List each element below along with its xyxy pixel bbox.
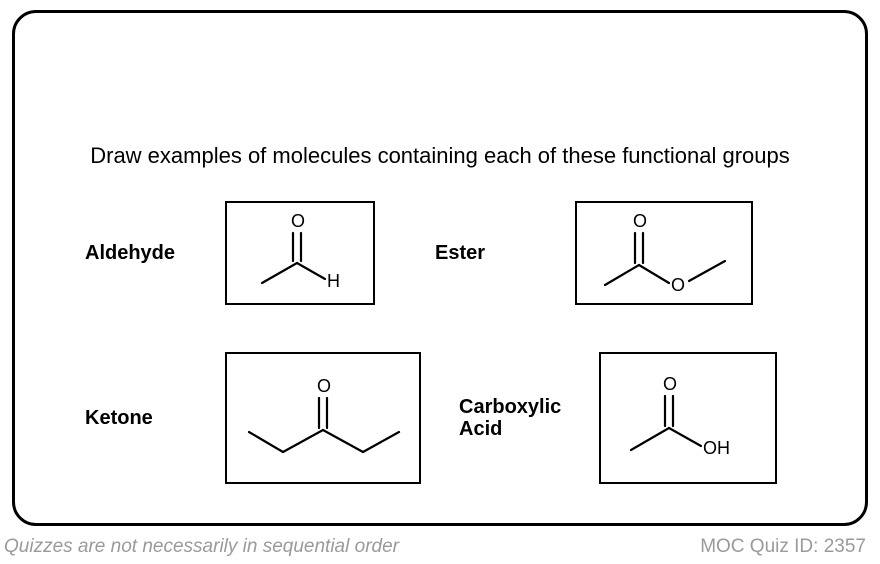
footer-note: Quizzes are not necessarily in sequentia… bbox=[4, 536, 399, 558]
box-ester-wrap: O O bbox=[575, 201, 753, 305]
label-ester: Ester bbox=[435, 242, 575, 265]
label-carboxylic-l2: Acid bbox=[459, 418, 502, 440]
label-aldehyde: Aldehyde bbox=[85, 242, 225, 265]
box-carboxylic: O OH bbox=[599, 352, 777, 484]
label-carboxylic-l1: Carboxylic bbox=[459, 396, 561, 418]
row-1: Aldehyde O H Ester bbox=[85, 198, 815, 308]
box-ketone: O bbox=[225, 352, 421, 484]
atom-O: O bbox=[317, 376, 331, 396]
box-ester: O O bbox=[575, 201, 753, 305]
row-2: Ketone O Carboxylic Acid bbox=[85, 348, 815, 488]
structure-aldehyde: O H bbox=[227, 203, 377, 307]
atom-O-single: O bbox=[671, 275, 685, 295]
atom-O: O bbox=[291, 211, 305, 231]
quiz-prompt: Draw examples of molecules containing ea… bbox=[15, 143, 865, 169]
structure-ester: O O bbox=[577, 203, 755, 307]
atom-O: O bbox=[663, 374, 677, 394]
quiz-card: Draw examples of molecules containing ea… bbox=[12, 10, 868, 526]
label-carboxylic: Carboxylic Acid bbox=[459, 396, 599, 440]
footer-id-value: 2357 bbox=[824, 536, 866, 557]
atom-O-dbl: O bbox=[633, 211, 647, 231]
box-ketone-wrap: O bbox=[225, 352, 421, 484]
atom-OH: OH bbox=[703, 438, 730, 458]
box-aldehyde: O H bbox=[225, 201, 375, 305]
atom-H: H bbox=[327, 271, 340, 291]
structure-carboxylic: O OH bbox=[601, 354, 779, 486]
footer-prefix: MOC Quiz ID: bbox=[700, 536, 824, 557]
footer-quiz-id: MOC Quiz ID: 2357 bbox=[700, 536, 866, 558]
structure-ketone: O bbox=[227, 354, 423, 486]
box-aldehyde-wrap: O H bbox=[225, 201, 375, 305]
box-carboxylic-wrap: O OH bbox=[599, 352, 777, 484]
label-ketone: Ketone bbox=[85, 407, 225, 430]
